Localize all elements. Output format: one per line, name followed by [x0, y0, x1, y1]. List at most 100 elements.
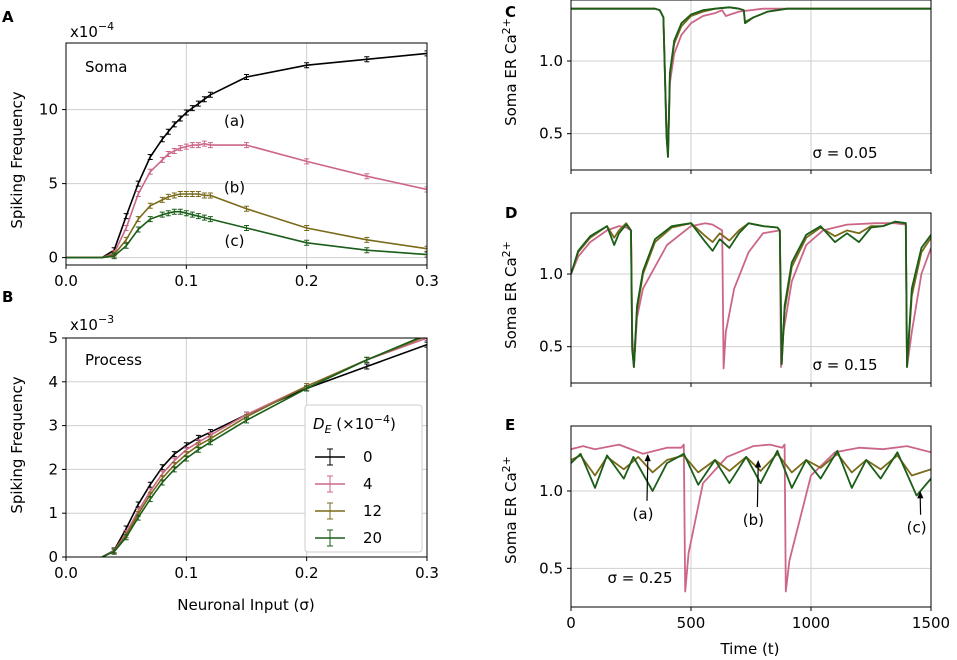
- error-bar-a-20-4: [135, 226, 141, 233]
- error-bar-a-0-18: [424, 50, 427, 57]
- error-bar-b-20-7: [183, 455, 189, 462]
- x-tick-label-a-3: 0.3: [415, 272, 439, 290]
- error-bar-a-20-9: [177, 208, 183, 215]
- y-tick-label-a-1: 5: [48, 175, 58, 193]
- error-bar-a-4-14: [207, 142, 213, 149]
- error-bar-a-4-3: [123, 225, 129, 231]
- error-bar-a-12-14: [207, 192, 213, 199]
- series-line-e-20: [571, 449, 931, 497]
- curve-annotation-a-2: (c): [224, 232, 244, 250]
- x-tick-label-e-3: 1500: [912, 614, 950, 632]
- y-tick-label-e-1: 1.0: [539, 482, 563, 500]
- legend-errorbar-12: [327, 502, 333, 520]
- error-bar-a-20-16: [304, 239, 310, 246]
- error-bar-a-4-5: [147, 168, 153, 175]
- arrow-head-e-2: [917, 490, 924, 499]
- error-bar-b-0-4: [147, 481, 153, 488]
- error-bar-a-4-7: [165, 151, 171, 157]
- error-bar-a-20-10: [183, 210, 189, 217]
- y-tick-label-b-2: 2: [48, 460, 58, 478]
- error-bar-a-12-9: [177, 190, 183, 197]
- error-bar-a-12-13: [201, 192, 207, 199]
- panel-d: D Soma ER Ca2+ σ = 0.15: [500, 204, 878, 374]
- error-bar-a-0-15: [244, 74, 249, 81]
- y-tick-label-d-0: 0.5: [539, 338, 563, 356]
- error-bar-a-12-12: [195, 190, 201, 197]
- error-bar-a-20-13: [201, 214, 207, 221]
- error-bar-b-20-13: [425, 332, 430, 337]
- error-bar-a-4-11: [189, 142, 195, 149]
- x-tick-label-e-2: 1000: [792, 614, 830, 632]
- panel-b-title: Process: [85, 351, 142, 369]
- y-tick-label-b-1: 1: [48, 504, 58, 522]
- error-bar-a-12-10: [183, 190, 189, 197]
- x-tick-label-a-2: 0.2: [295, 272, 319, 290]
- legend-label-20: 20: [363, 529, 382, 547]
- error-bar-a-0-7: [165, 128, 171, 135]
- error-bar-a-4-15: [244, 142, 249, 149]
- x-axis-label-e: Time (t): [719, 640, 779, 658]
- error-bar-a-0-5: [147, 153, 153, 160]
- error-bar-a-4-18: [424, 186, 427, 193]
- panel-letter-b: B: [2, 288, 13, 306]
- x-tick-label-a-1: 0.1: [174, 272, 198, 290]
- error-bar-b-20-5: [159, 479, 165, 486]
- error-bar-a-20-6: [159, 211, 165, 218]
- error-bar-a-12-17: [364, 236, 370, 243]
- error-bar-a-12-16: [304, 225, 310, 231]
- y-axis-label-b: Spiking Frequency: [8, 376, 26, 513]
- error-bar-a-0-13: [201, 96, 207, 103]
- error-bar-a-0-10: [183, 109, 189, 116]
- y-axis-label-e-sup: 2+: [500, 456, 513, 472]
- error-bar-a-0-6: [159, 136, 165, 143]
- error-bar-b-4-13: [424, 338, 427, 341]
- error-bar-b-0-5: [159, 464, 165, 471]
- arrow-label-e-0: (a): [633, 505, 654, 523]
- error-bar-b-0-6: [171, 451, 177, 458]
- panel-letter-c: C: [505, 3, 516, 21]
- y-axis-label-d: Soma ER Ca2+: [500, 241, 520, 349]
- x-tick-label-b-3: 0.3: [415, 564, 439, 582]
- series-line-b-0: [101, 343, 427, 557]
- error-bar-a-12-7: [165, 193, 171, 200]
- y-tick-label-a-0: 0: [48, 249, 58, 267]
- error-bar-a-0-16: [304, 62, 310, 69]
- error-bar-b-20-3: [135, 514, 141, 521]
- panel-letter-d: D: [505, 204, 517, 222]
- frame-d: [570, 212, 932, 384]
- curve-annotation-a-1: (b): [224, 178, 245, 196]
- sigma-label-e: σ = 0.25: [607, 569, 672, 587]
- error-bar-a-20-17: [364, 247, 370, 254]
- series-group-e: [571, 443, 931, 593]
- series-group-d: [571, 220, 931, 370]
- legend-label-0: 0: [363, 448, 373, 466]
- panel-a: A x10−4 Soma Spiking Frequency: [2, 8, 128, 229]
- series-line-d-20: [571, 220, 931, 368]
- error-bar-a-20-8: [171, 208, 177, 215]
- arrow-head-e-1: [754, 460, 762, 468]
- sigma-label-c: σ = 0.05: [812, 144, 877, 162]
- panel-letter-a: A: [2, 8, 14, 26]
- frame-a: [65, 42, 428, 266]
- series-line-d-12: [571, 220, 931, 368]
- series-group-b: [101, 332, 430, 557]
- error-bar-a-12-11: [189, 190, 195, 197]
- y-tick-label-c-0: 0.5: [539, 125, 563, 143]
- error-bar-b-20-11: [304, 385, 310, 392]
- error-bar-a-20-15: [244, 225, 249, 231]
- error-bar-a-4-6: [159, 156, 165, 163]
- error-bar-b-20-8: [195, 446, 201, 453]
- y-tick-label-c-1: 1.0: [539, 52, 563, 70]
- arrow-shaft-e-0: [646, 459, 649, 501]
- error-bar-a-12-5: [147, 202, 153, 209]
- y-multiplier-exp-a: −4: [98, 20, 114, 33]
- error-bar-a-0-9: [177, 115, 183, 122]
- series-line-b-12: [101, 338, 424, 557]
- arrow-label-e-2: (c): [907, 519, 927, 537]
- series-line-c-20: [571, 6, 931, 158]
- arrow-shaft-e-1: [756, 466, 759, 508]
- panel-c: C Soma ER Ca2+ σ = 0.05: [500, 3, 878, 162]
- panel-b: B x10−3 Process Spiking Frequency Neuron…: [2, 288, 315, 614]
